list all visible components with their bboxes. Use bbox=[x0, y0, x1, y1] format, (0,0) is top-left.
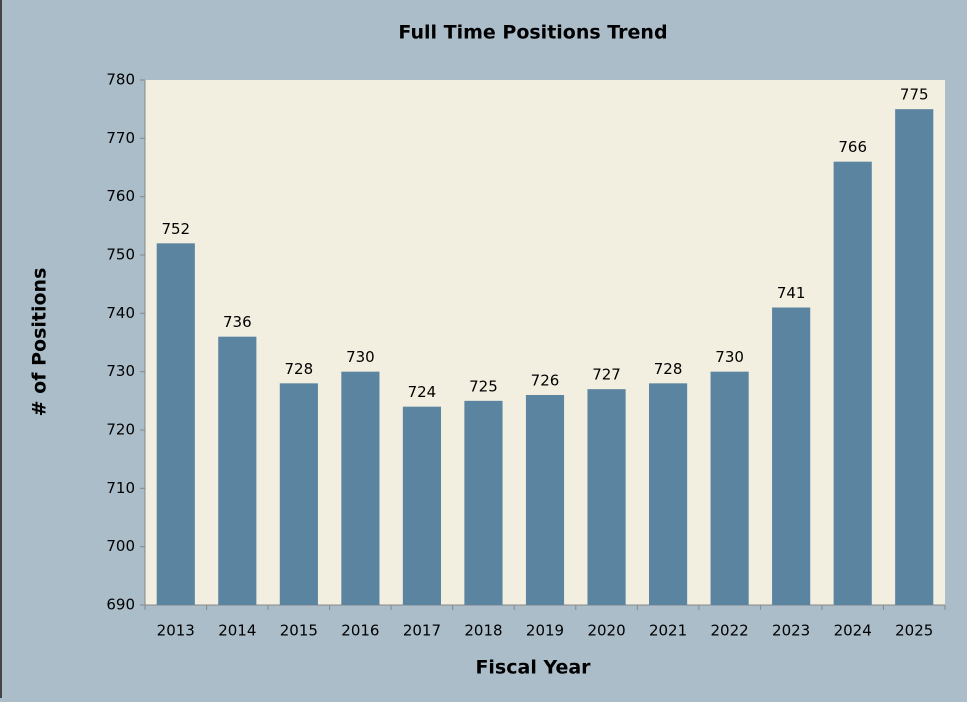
y-tick-label: 700 bbox=[106, 537, 135, 555]
x-axis-title: Fiscal Year bbox=[475, 657, 591, 679]
x-tick-label: 2023 bbox=[772, 622, 810, 640]
y-tick-label: 760 bbox=[106, 187, 135, 205]
bar bbox=[710, 371, 749, 605]
bar bbox=[833, 161, 872, 605]
data-label: 730 bbox=[346, 348, 375, 366]
x-tick-label: 2017 bbox=[403, 622, 441, 640]
data-label: 730 bbox=[715, 348, 744, 366]
x-tick-label: 2018 bbox=[464, 622, 502, 640]
x-tick-label: 2025 bbox=[895, 622, 933, 640]
x-tick-label: 2020 bbox=[587, 622, 625, 640]
x-tick-label: 2016 bbox=[341, 622, 379, 640]
data-label: 752 bbox=[161, 220, 190, 238]
x-tick-label: 2024 bbox=[834, 622, 872, 640]
x-tick-label: 2021 bbox=[649, 622, 687, 640]
data-label: 725 bbox=[469, 377, 498, 395]
x-tick-label: 2013 bbox=[157, 622, 195, 640]
bar bbox=[464, 400, 503, 605]
data-label: 724 bbox=[408, 383, 437, 401]
chart-title: Full Time Positions Trend bbox=[398, 22, 667, 44]
data-label: 775 bbox=[900, 86, 929, 104]
bar bbox=[525, 395, 565, 605]
x-tick-label: 2014 bbox=[218, 622, 256, 640]
bar bbox=[649, 383, 688, 605]
bar bbox=[402, 406, 441, 605]
x-tick-label: 2015 bbox=[280, 622, 318, 640]
data-label: 736 bbox=[223, 313, 252, 331]
bar bbox=[279, 383, 318, 605]
data-label: 728 bbox=[654, 360, 683, 378]
y-tick-label: 730 bbox=[106, 362, 135, 380]
bar bbox=[156, 243, 195, 606]
x-tick-label: 2022 bbox=[711, 622, 749, 640]
y-tick-label: 780 bbox=[106, 71, 135, 89]
data-label: 766 bbox=[838, 138, 867, 156]
y-axis-title: # of Positions bbox=[29, 268, 51, 417]
y-tick-label: 710 bbox=[106, 479, 135, 497]
x-tick-label: 2019 bbox=[526, 622, 564, 640]
y-tick-label: 740 bbox=[106, 304, 135, 322]
bar bbox=[218, 336, 257, 605]
data-label: 726 bbox=[531, 372, 560, 390]
data-label: 727 bbox=[592, 366, 621, 384]
bar bbox=[587, 389, 626, 605]
bar bbox=[772, 307, 811, 605]
bar bbox=[341, 371, 380, 605]
bar bbox=[895, 109, 934, 606]
y-tick-label: 720 bbox=[106, 421, 135, 439]
data-label: 728 bbox=[285, 360, 314, 378]
y-tick-label: 750 bbox=[106, 246, 135, 264]
y-tick-label: 690 bbox=[106, 596, 135, 614]
data-label: 741 bbox=[777, 284, 806, 302]
y-tick-label: 770 bbox=[106, 129, 135, 147]
